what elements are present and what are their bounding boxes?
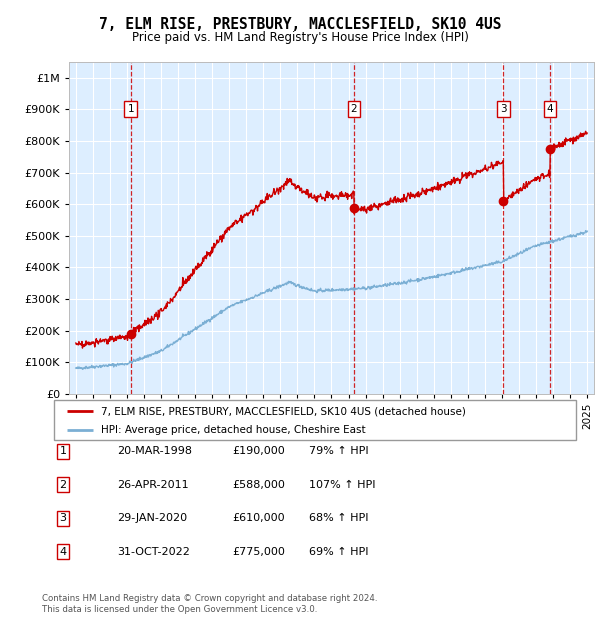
Text: 3: 3 xyxy=(59,513,67,523)
Text: 2: 2 xyxy=(59,480,67,490)
Text: 20-MAR-1998: 20-MAR-1998 xyxy=(117,446,192,456)
Text: £190,000: £190,000 xyxy=(232,446,285,456)
Text: 7, ELM RISE, PRESTBURY, MACCLESFIELD, SK10 4US: 7, ELM RISE, PRESTBURY, MACCLESFIELD, SK… xyxy=(99,17,501,32)
Text: £775,000: £775,000 xyxy=(232,547,285,557)
Text: 31-OCT-2022: 31-OCT-2022 xyxy=(117,547,190,557)
Text: 1: 1 xyxy=(59,446,67,456)
Text: 79% ↑ HPI: 79% ↑ HPI xyxy=(309,446,368,456)
Text: 7, ELM RISE, PRESTBURY, MACCLESFIELD, SK10 4US (detached house): 7, ELM RISE, PRESTBURY, MACCLESFIELD, SK… xyxy=(101,406,466,416)
Text: £588,000: £588,000 xyxy=(232,480,285,490)
FancyBboxPatch shape xyxy=(54,400,576,440)
Text: 107% ↑ HPI: 107% ↑ HPI xyxy=(309,480,376,490)
Text: 68% ↑ HPI: 68% ↑ HPI xyxy=(309,513,368,523)
Text: This data is licensed under the Open Government Licence v3.0.: This data is licensed under the Open Gov… xyxy=(42,604,317,614)
Text: Contains HM Land Registry data © Crown copyright and database right 2024.: Contains HM Land Registry data © Crown c… xyxy=(42,593,377,603)
Text: 1: 1 xyxy=(127,104,134,114)
Text: Price paid vs. HM Land Registry's House Price Index (HPI): Price paid vs. HM Land Registry's House … xyxy=(131,31,469,44)
Text: 4: 4 xyxy=(547,104,554,114)
Text: 26-APR-2011: 26-APR-2011 xyxy=(117,480,188,490)
Text: 69% ↑ HPI: 69% ↑ HPI xyxy=(309,547,368,557)
Text: 2: 2 xyxy=(350,104,358,114)
Text: 29-JAN-2020: 29-JAN-2020 xyxy=(117,513,187,523)
Text: 3: 3 xyxy=(500,104,506,114)
Text: £610,000: £610,000 xyxy=(232,513,285,523)
Text: HPI: Average price, detached house, Cheshire East: HPI: Average price, detached house, Ches… xyxy=(101,425,365,435)
Text: 4: 4 xyxy=(59,547,67,557)
